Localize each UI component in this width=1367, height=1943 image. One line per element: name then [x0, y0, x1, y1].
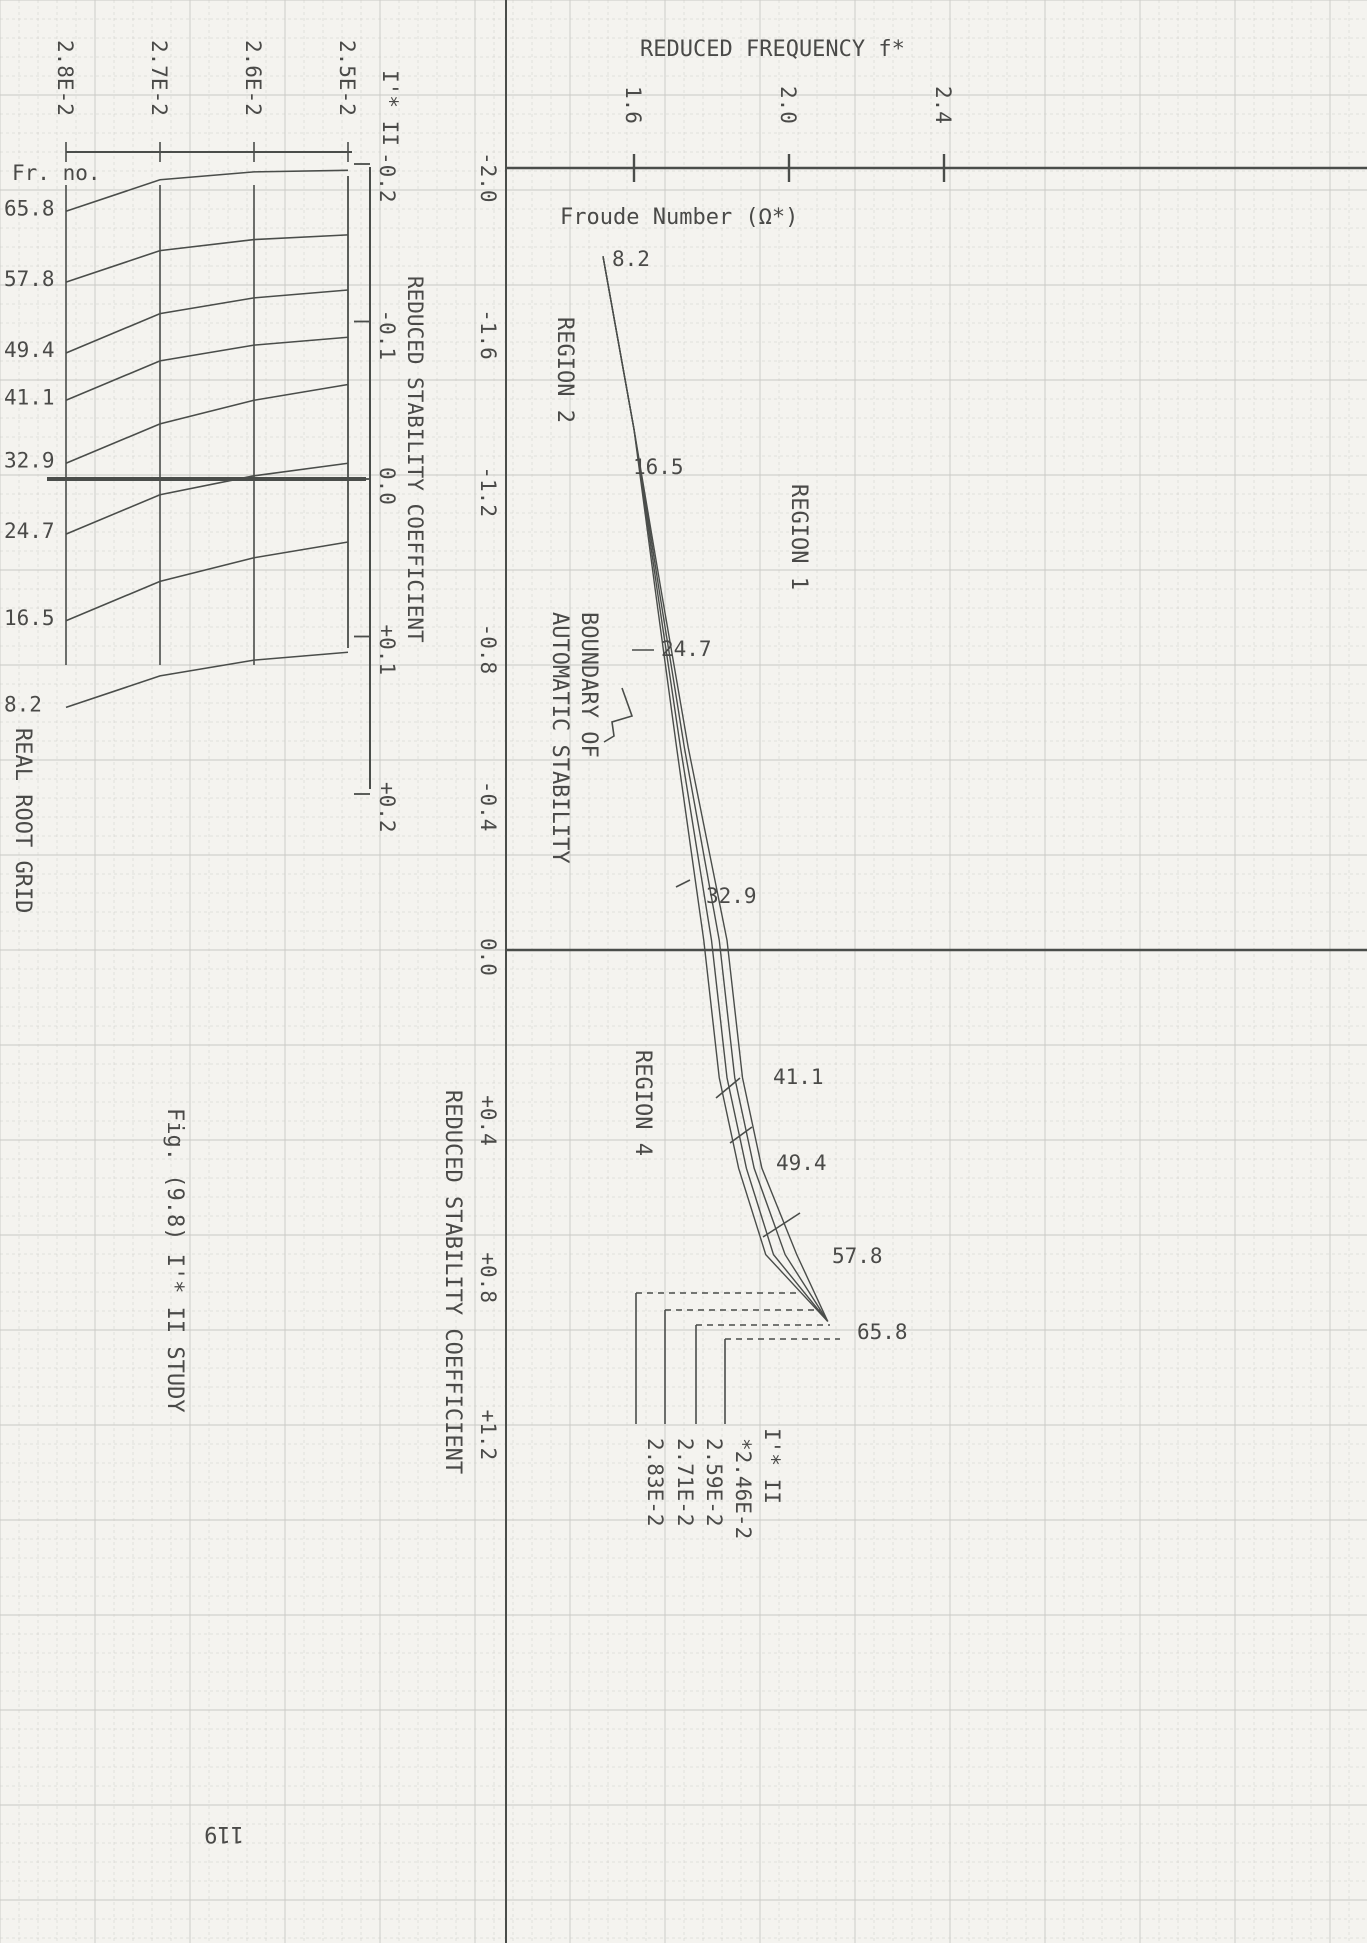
right-y-axis-label: REDUCED STABILITY COEFFICIENT [440, 1090, 465, 1474]
right-x-axis-label: REDUCED FREQUENCY f* [640, 37, 905, 62]
right-y-tick-label: +0.8 [476, 1252, 500, 1303]
right-legend-entry: 2.83E-2 [643, 1438, 667, 1527]
right-legend-entry: 2.71E-2 [673, 1438, 697, 1527]
left-legend-title: Fr. no. [12, 161, 101, 185]
right-x-tick-label: 2.4 [931, 86, 955, 124]
right-y-tick-label: -0.8 [476, 624, 500, 675]
left-chart-title: REAL ROOT GRID [10, 728, 35, 913]
chart-ink: 2.8E-2 2.7E-2 2.6E-2 2.5E-2 I'* II -0.2 -0.1 0.… [4, 0, 1367, 1943]
right-legend-entry: *2.46E-2 [731, 1438, 755, 1539]
page-number: 119 [204, 1821, 244, 1846]
left-y-tick-label: -0.2 [375, 152, 399, 203]
left-series-curve [65, 289, 349, 354]
left-series-curve [65, 541, 349, 622]
froude-label: 57.8 [832, 1244, 883, 1268]
right-series-curve [602, 256, 829, 1322]
left-x-tick-label: 2.8E-2 [53, 40, 77, 116]
boundary-label-line-2: AUTOMATIC STABILITY [547, 612, 572, 864]
right-x-tick-label: 1.6 [621, 86, 645, 124]
left-x-tick-label: 2.5E-2 [335, 40, 359, 116]
right-y-tick-label: -1.2 [476, 466, 500, 517]
froude-tick [675, 879, 691, 888]
froude-tick [762, 1212, 801, 1238]
left-x-axis-label: I'* II [378, 70, 402, 146]
left-y-tick-label: -0.1 [375, 310, 399, 361]
region-1-label: REGION 1 [786, 484, 811, 590]
left-series-label: 49.4 [4, 338, 55, 362]
left-series-curve [65, 651, 349, 709]
right-x-tick-label: 2.0 [776, 86, 800, 124]
boundary-label-line-1: BOUNDARY OF [576, 612, 601, 758]
left-y-tick-label: +0.2 [375, 782, 399, 833]
left-series-label: 24.7 [4, 519, 55, 543]
left-series-label: 57.8 [4, 267, 55, 291]
left-x-tick-label: 2.6E-2 [241, 40, 265, 116]
left-y-tick-label: +0.1 [375, 625, 399, 676]
left-series-label: 8.2 [4, 692, 42, 716]
froude-number-label: Froude Number (Ω*) [560, 205, 798, 230]
right-y-tick-label: -0.4 [476, 781, 500, 832]
froude-label: 32.9 [706, 884, 757, 908]
left-series-curve [65, 336, 349, 401]
left-series-curve [65, 169, 349, 213]
froude-tick [715, 1077, 741, 1099]
right-legend-title: I'* II [760, 1428, 784, 1504]
region-4-label: REGION 4 [630, 1050, 655, 1156]
left-series-label: 65.8 [4, 196, 55, 220]
left-series-label: 41.1 [4, 385, 55, 409]
right-y-tick-label: +1.2 [476, 1410, 500, 1461]
froude-label: 49.4 [776, 1151, 827, 1175]
figure-caption: Fig. (9.8) I'* II STUDY [162, 1108, 187, 1413]
right-legend-entry: 2.59E-2 [702, 1438, 726, 1527]
region-2-label: REGION 2 [552, 317, 577, 423]
left-y-tick-label: 0.0 [375, 467, 399, 505]
left-series-label: 16.5 [4, 606, 55, 630]
right-y-tick-label: +0.4 [476, 1095, 500, 1146]
left-x-tick-label: 2.7E-2 [147, 40, 171, 116]
froude-label: 8.2 [612, 247, 650, 271]
froude-label: 65.8 [857, 1320, 908, 1344]
left-series-curve [65, 383, 349, 464]
left-series-curve [65, 462, 349, 535]
left-series-curve [65, 234, 349, 283]
right-y-tick-label: 0.0 [476, 938, 500, 976]
froude-label: 24.7 [661, 637, 712, 661]
froude-label: 16.5 [633, 455, 684, 479]
left-series-label: 32.9 [4, 448, 55, 472]
boundary-pointer [603, 687, 634, 743]
left-y-axis-label: REDUCED STABILITY COEFFICIENT [403, 276, 427, 643]
right-y-tick-label: -1.6 [476, 309, 500, 360]
right-y-tick-label: -2.0 [476, 152, 500, 203]
froude-tick [729, 1126, 753, 1144]
froude-label: 41.1 [773, 1065, 824, 1089]
